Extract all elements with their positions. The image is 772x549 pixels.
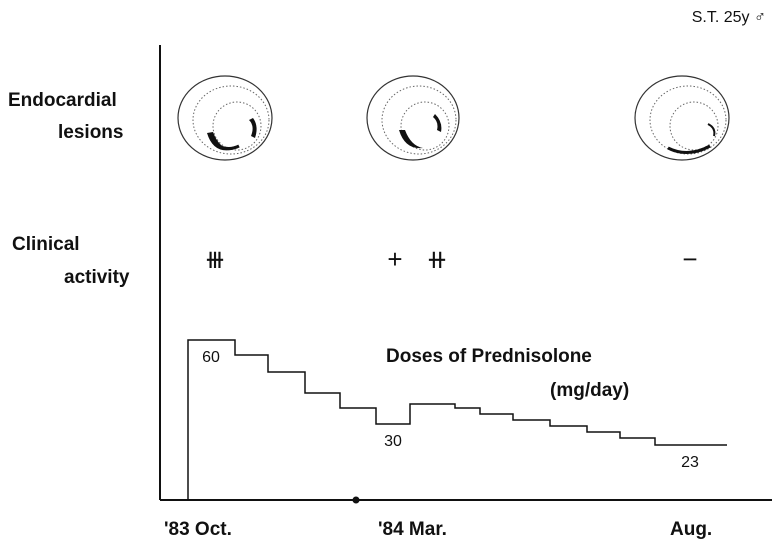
- heart-diagram: [367, 76, 459, 160]
- axis-dot: [353, 497, 360, 504]
- heart-diagram: [635, 76, 729, 160]
- row-label: activity: [64, 267, 130, 288]
- time-label: '84 Mar.: [378, 519, 447, 540]
- figure: S.T. 25y ♂ Endocardial lesions Clinical …: [0, 0, 772, 544]
- activity-mark: ⧻: [204, 244, 226, 274]
- row-label: lesions: [58, 122, 123, 143]
- patient-label: S.T. 25y ♂: [692, 9, 766, 26]
- row-label: Endocardial: [8, 90, 117, 111]
- dose-label: 23: [681, 454, 699, 471]
- activity-mark: ⧺: [426, 244, 448, 274]
- dose-unit: (mg/day): [550, 380, 629, 401]
- activity-mark: +: [387, 244, 402, 274]
- time-label: Aug.: [670, 519, 712, 540]
- time-label: '83 Oct.: [164, 519, 232, 540]
- activity-mark: −: [682, 244, 697, 274]
- dose-label: 60: [202, 349, 220, 366]
- dose-title: Doses of Prednisolone: [386, 346, 592, 367]
- dose-label: 30: [384, 433, 402, 450]
- row-label: Clinical: [12, 234, 80, 255]
- heart-diagram: [178, 76, 272, 160]
